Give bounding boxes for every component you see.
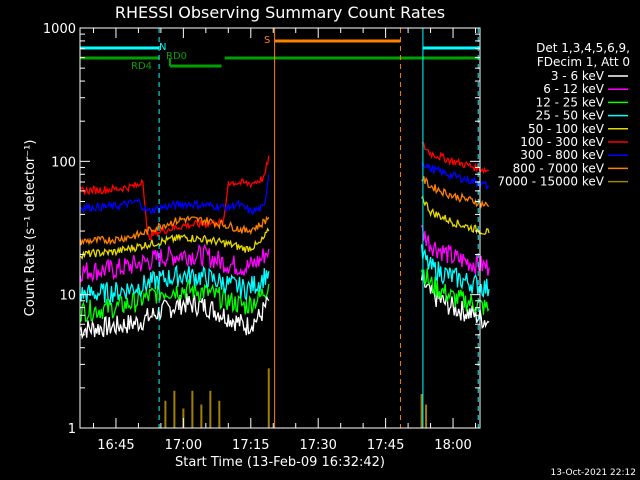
series-100-300kev-line-0 (79, 155, 270, 241)
rd0-flag-label: RD0 (166, 51, 187, 62)
series-3-6kev-line-0 (79, 293, 270, 340)
x-axis-label: Start Time (13-Feb-09 16:32:42) (175, 455, 385, 470)
plot-frame (79, 27, 481, 429)
series-6-12kev-line-0 (79, 243, 270, 283)
y-tick-label: 100 (51, 155, 76, 170)
x-tick-label: 17:30 (299, 438, 336, 453)
legend-label: 100 - 300 keV (520, 135, 604, 149)
flag-bars: N RD4 RD0 S (80, 35, 480, 72)
series-800-7000kev-line-1 (421, 176, 490, 209)
legend-label: 7000 - 15000 keV (497, 175, 604, 189)
event-lines (79, 28, 479, 428)
y-tick-label: 1 (68, 422, 76, 437)
legend-header-1: Det 1,3,4,5,6,9, (536, 41, 630, 55)
series-12-25kev-line-0 (79, 277, 270, 323)
rd4-flag-label: RD4 (131, 61, 152, 72)
series-300-800kev-line-0 (79, 174, 270, 216)
series-6-12kev-line-1 (420, 224, 490, 276)
legend-label: 50 - 100 keV (528, 122, 605, 136)
series-group (79, 141, 490, 428)
x-tick-label: 17:15 (232, 438, 269, 453)
x-tick-label: 17:00 (165, 438, 202, 453)
x-tick-label: 17:45 (367, 438, 404, 453)
y-axis-label: Count Rate (s⁻¹ detector⁻¹) (23, 140, 38, 317)
y-tick-label: 1000 (43, 22, 76, 37)
x-axis: 16:45 17:00 17:15 17:30 17:45 18:00 (92, 28, 477, 453)
series-800-7000kev-line-0 (79, 215, 270, 246)
legend-label: 12 - 25 keV (536, 95, 605, 109)
x-tick-label: 16:45 (97, 438, 134, 453)
night-flag-label: N (159, 42, 166, 53)
legend-label: 800 - 7000 keV (513, 161, 605, 175)
legend-label: 25 - 50 keV (536, 109, 605, 123)
saa-flag-label: S (264, 35, 270, 46)
x-tick-label: 18:00 (434, 438, 471, 453)
legend-label: 3 - 6 keV (551, 69, 605, 83)
legend-header-2: FDecim 1, Att 0 (537, 55, 630, 69)
y-tick-label: 10 (59, 289, 76, 304)
chart-title: RHESSI Observing Summary Count Rates (115, 3, 445, 22)
legend-label: 6 - 12 keV (543, 82, 605, 96)
y-axis: 1 10 100 1000 (43, 22, 480, 437)
timestamp: 13-Oct-2021 22:12 (551, 468, 636, 478)
series-50-100kev-line-0 (79, 227, 270, 260)
legend-label: 300 - 800 keV (520, 148, 604, 162)
series-25-50kev-line-0 (79, 264, 270, 306)
